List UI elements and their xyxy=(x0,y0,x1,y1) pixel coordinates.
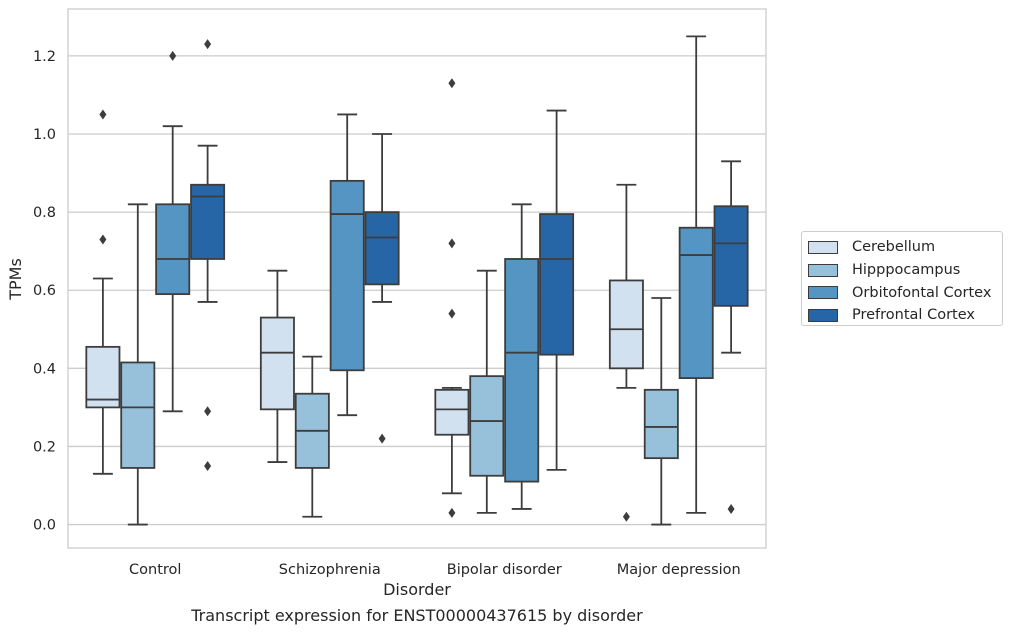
outlier-point xyxy=(204,460,212,471)
y-axis-label: TPMs xyxy=(6,258,25,301)
y-tick-labels: 0.0 0.2 0.4 0.6 0.8 1.0 1.2 xyxy=(33,49,56,534)
outlier-point xyxy=(378,433,386,444)
x-tick-label: Schizophrenia xyxy=(279,562,381,578)
box-2-3 xyxy=(539,109,575,471)
y-tick-label: 0.8 xyxy=(33,205,56,221)
y-tick-label: 0.2 xyxy=(33,439,56,455)
box-body xyxy=(608,279,644,370)
box-body xyxy=(155,203,191,296)
outlier-point xyxy=(448,238,456,249)
box-3-2 xyxy=(678,35,714,514)
y-tick-label: 0.0 xyxy=(33,518,56,534)
outlier-point xyxy=(448,308,456,319)
box-body xyxy=(434,388,470,436)
outlier-point xyxy=(169,50,177,61)
legend-item: Cerebellum xyxy=(808,236,1002,259)
outlier-point xyxy=(99,234,107,245)
x-tick-label: Major depression xyxy=(617,562,741,578)
figure-caption: Transcript expression for ENST0000043761… xyxy=(191,606,643,625)
box-body xyxy=(713,205,749,307)
box-body xyxy=(329,179,365,372)
box-body xyxy=(643,388,679,460)
x-tick-label: Control xyxy=(129,562,181,578)
y-tick-label: 1.2 xyxy=(33,49,56,65)
legend-label: Hipppocampus xyxy=(852,262,961,279)
box-0-1 xyxy=(120,203,156,526)
box-2-1 xyxy=(469,269,505,514)
x-tick-labels: Control Schizophrenia Bipolar disorder Majo… xyxy=(129,562,741,578)
box-body xyxy=(120,361,156,469)
legend-label: Cerebellum xyxy=(852,239,936,256)
outlier-point xyxy=(622,511,630,522)
box-1-2 xyxy=(329,113,365,417)
outlier-point xyxy=(727,503,735,514)
box-1-0 xyxy=(259,269,295,463)
legend-label: Orbitofontal Cortex xyxy=(852,284,992,301)
y-tick-label: 0.6 xyxy=(33,283,56,299)
x-tick-label: Bipolar disorder xyxy=(447,562,562,578)
outlier-point xyxy=(448,507,456,518)
box-3-0 xyxy=(608,183,644,522)
legend-swatch xyxy=(808,240,838,254)
legend-swatch xyxy=(808,308,838,322)
chart-legend: Cerebellum Hipppocampus Orbitofontal Corte… xyxy=(801,231,1003,326)
box-2-0 xyxy=(434,78,470,518)
outlier-point xyxy=(99,109,107,120)
box-body xyxy=(364,211,400,286)
box-0-0 xyxy=(85,109,121,475)
legend-swatch xyxy=(808,263,838,277)
legend-item: Orbitofontal Cortex xyxy=(808,281,1002,304)
box-2-2 xyxy=(504,203,540,510)
outlier-point xyxy=(448,78,456,89)
y-tick-label: 0.4 xyxy=(33,361,56,377)
legend-item: Prefrontal Cortex xyxy=(808,304,1002,327)
outlier-point xyxy=(204,406,212,417)
box-series xyxy=(85,35,749,526)
box-body xyxy=(678,226,714,379)
box-0-3 xyxy=(190,39,226,471)
box-3-3 xyxy=(713,160,749,514)
legend-label: Prefrontal Cortex xyxy=(852,307,975,324)
box-body xyxy=(85,345,121,409)
box-body xyxy=(504,258,540,483)
x-axis-label: Disorder xyxy=(383,580,451,599)
box-1-3 xyxy=(364,133,400,444)
y-tick-label: 1.0 xyxy=(33,127,56,143)
legend-swatch xyxy=(808,286,838,300)
box-body xyxy=(469,375,505,477)
legend-item: Hipppocampus xyxy=(808,259,1002,282)
box-body xyxy=(259,316,295,411)
outlier-point xyxy=(204,39,212,50)
box-body xyxy=(539,213,575,356)
box-1-1 xyxy=(294,355,330,518)
box-0-2 xyxy=(155,50,191,413)
box-3-1 xyxy=(643,297,679,526)
